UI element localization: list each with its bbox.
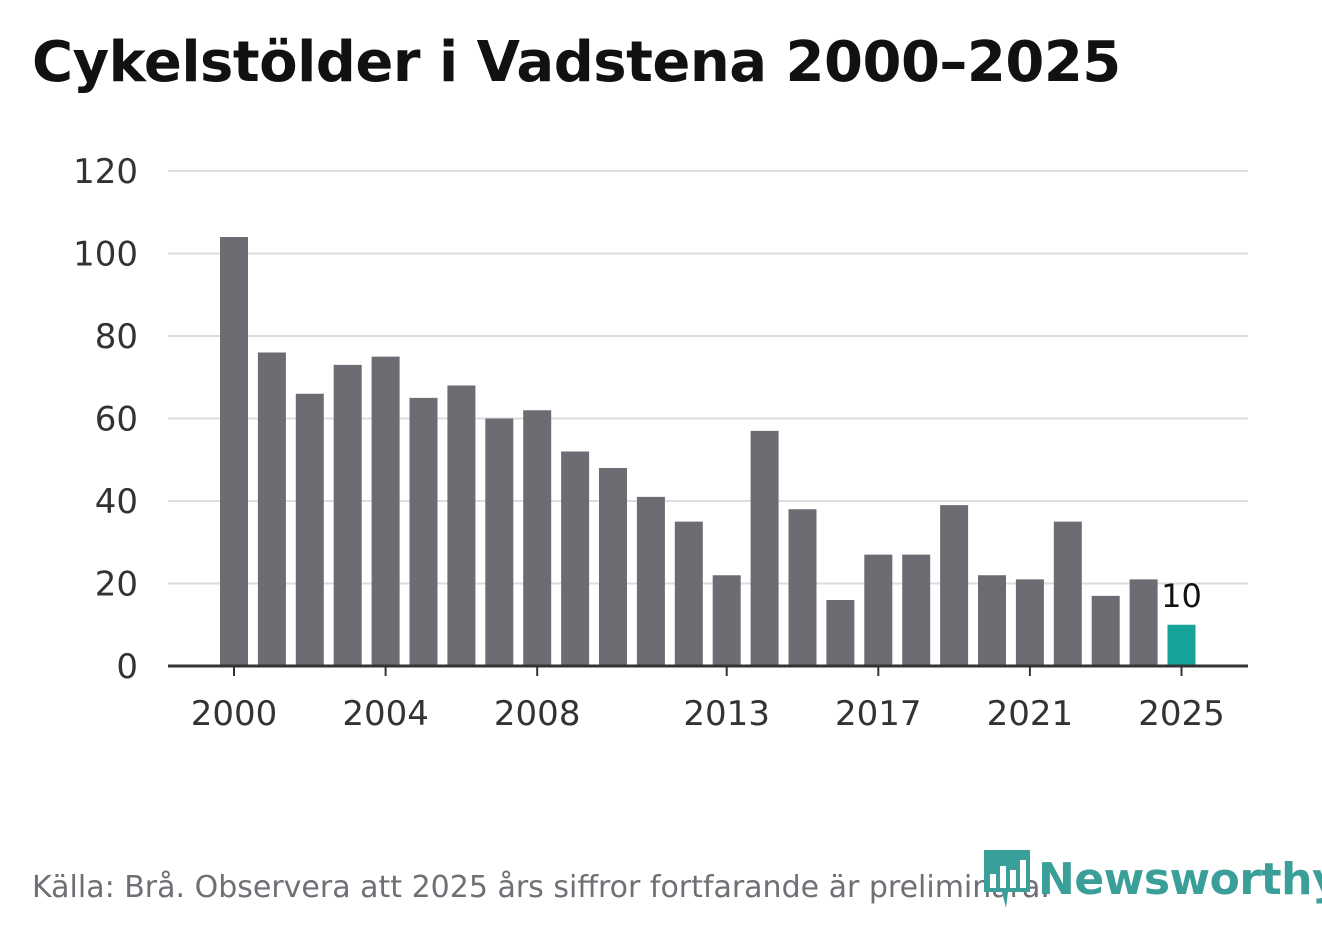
x-tick-label: 2000 [191,694,278,734]
x-tick-label: 2004 [342,694,429,734]
bar-2008[interactable] [523,410,552,666]
bar-2022[interactable] [1053,521,1082,666]
newsworthy-logo[interactable]: Newsworthy [982,848,1322,910]
data-label-2025: 10 [1161,577,1202,615]
x-tick-label: 2013 [683,694,770,734]
x-tick-label: 2017 [835,694,922,734]
newsworthy-logo-text: Newsworthy [1038,853,1322,905]
bar-2016[interactable] [826,600,855,666]
gridlines [168,170,1248,585]
y-tick-label: 0 [116,647,138,687]
bar-2025[interactable] [1167,624,1196,666]
bar-2001[interactable] [257,352,286,667]
chart-title: Cykelstölder i Vadstena 2000–2025 [32,30,1121,95]
y-tick-label: 60 [95,400,138,440]
bar-2002[interactable] [295,393,324,666]
bar-2011[interactable] [636,496,665,666]
bar-2010[interactable] [599,468,627,666]
y-tick-label: 100 [73,235,138,275]
y-tick-label: 40 [95,482,138,522]
bar-2020[interactable] [978,575,1006,666]
bar-2024[interactable] [1129,579,1158,666]
bar-2003[interactable] [333,364,362,666]
bar-2013[interactable] [712,575,741,666]
bar-2009[interactable] [561,451,590,667]
bar-2019[interactable] [940,505,969,666]
bar-2018[interactable] [902,554,931,666]
x-tick-label: 2025 [1138,694,1225,734]
bar-2017[interactable] [864,554,893,666]
bar-2014[interactable] [750,430,779,666]
bar-2012[interactable] [674,521,703,666]
y-tick-label: 80 [95,317,138,357]
bar-2004[interactable] [371,356,400,666]
source-note: Källa: Brå. Observera att 2025 års siffr… [32,870,1050,905]
bar-2023[interactable] [1091,595,1120,666]
x-tick-label: 2008 [494,694,581,734]
bar-2000[interactable] [220,237,248,666]
x-tick-label: 2021 [987,694,1074,734]
bar-2021[interactable] [1015,579,1044,666]
bar-2005[interactable] [409,397,438,666]
newsworthy-logo-icon [984,850,1030,908]
y-tick-label: 120 [73,152,138,192]
y-tick-label: 20 [95,565,138,605]
bar-2007[interactable] [485,418,514,667]
x-axis: 2000 2004 2008 2013 2017 2021 2025 [168,664,1248,734]
bar-2006[interactable] [447,385,476,667]
y-axis-ticks: 0 20 40 60 80 100 120 [73,152,138,687]
data-labels: 10 [1161,577,1202,615]
bar-2015[interactable] [788,509,817,666]
bars [220,237,1196,666]
